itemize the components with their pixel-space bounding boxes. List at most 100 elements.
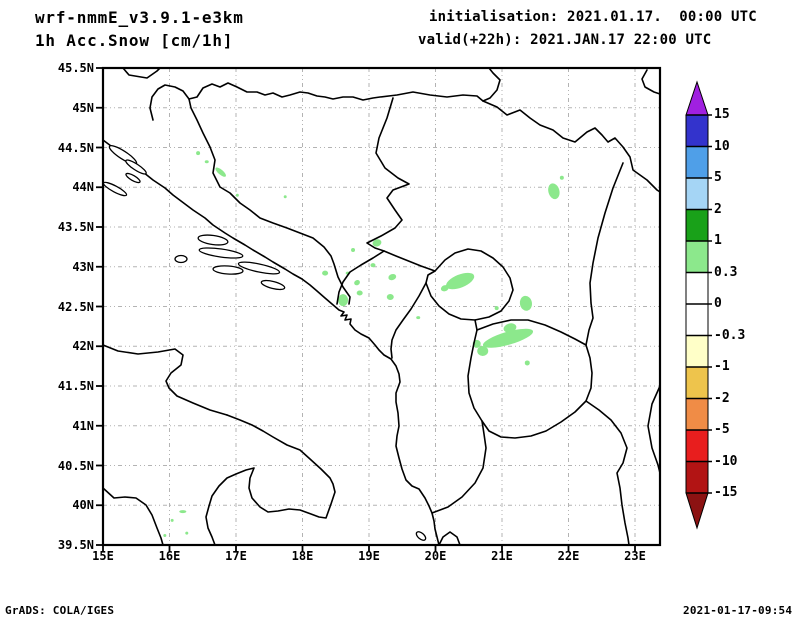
snow-patch bbox=[354, 280, 360, 286]
snow-patch bbox=[215, 167, 226, 177]
snow-patch bbox=[477, 346, 489, 357]
field-title: 1h Acc.Snow [cm/1h] bbox=[35, 31, 234, 50]
lat-tick-label: 43N bbox=[72, 259, 94, 274]
init-time-label: initialisation: 2021.01.17. 00:00 UTC bbox=[429, 9, 757, 25]
colorbar-tick-label: 5 bbox=[714, 170, 722, 185]
border-right-edge-squiggle bbox=[647, 385, 661, 474]
axis-ticks bbox=[96, 67, 636, 552]
snow-patch bbox=[445, 272, 475, 290]
snow-patch bbox=[235, 193, 239, 197]
snow-patch bbox=[163, 533, 167, 537]
snow-patch bbox=[559, 175, 564, 180]
border-kosovo bbox=[425, 248, 514, 321]
border-montenegro-albania bbox=[390, 282, 427, 359]
border-macedonia bbox=[467, 319, 593, 439]
colorbar-tick-label: 0 bbox=[714, 296, 722, 311]
colorbar-tick-label: -15 bbox=[714, 485, 738, 500]
colorbar-tick-label: -5 bbox=[714, 422, 730, 437]
lat-tick-label: 43.5N bbox=[57, 220, 94, 234]
lat-tick-label: 44N bbox=[72, 180, 94, 195]
border-top-left bbox=[122, 67, 161, 79]
lat-tick-label: 41.5N bbox=[57, 379, 94, 393]
coastline-italy-tyrrhenian bbox=[102, 487, 164, 546]
lon-tick-label: 21E bbox=[491, 549, 513, 563]
lat-tick-label: 45N bbox=[72, 100, 94, 115]
colorbar-segment bbox=[685, 335, 709, 368]
coastline-adriatic-east bbox=[102, 139, 440, 546]
snow-patch bbox=[494, 306, 499, 311]
island bbox=[415, 531, 427, 541]
colorbar-segment bbox=[685, 398, 709, 431]
island bbox=[125, 172, 141, 184]
snow-patch bbox=[372, 239, 382, 247]
snow-patch bbox=[524, 360, 530, 366]
snow-patch bbox=[322, 270, 329, 276]
snow-patch bbox=[482, 328, 534, 348]
lat-tick-label: 45.5N bbox=[57, 61, 94, 75]
snow-patch bbox=[196, 151, 201, 156]
snow-patch bbox=[388, 273, 397, 281]
island bbox=[174, 254, 188, 264]
colorbar-segment bbox=[685, 146, 709, 179]
island bbox=[102, 181, 128, 197]
coastline-italy-north bbox=[102, 344, 228, 416]
lat-tick-label: 39.5N bbox=[57, 538, 94, 552]
colorbar-tick-label: 2 bbox=[714, 201, 722, 217]
colorbar-tick-label: 10 bbox=[714, 138, 730, 154]
grid-lines bbox=[103, 68, 660, 545]
lon-tick-label: 20E bbox=[424, 549, 447, 563]
lon-tick-label: 17E bbox=[225, 549, 247, 563]
island bbox=[125, 159, 147, 175]
snow-patch bbox=[351, 248, 356, 253]
colorbar-segment bbox=[685, 240, 709, 273]
snow-patch bbox=[356, 290, 363, 296]
lon-tick-label: 22E bbox=[557, 549, 580, 563]
colorbar-segment bbox=[685, 177, 709, 210]
map-frame bbox=[101, 66, 662, 547]
model-title: wrf-nmmE_v3.9.1-e3km bbox=[35, 8, 244, 27]
colorbar-segment bbox=[685, 429, 709, 462]
creation-timestamp: 2021-01-17-09:54 bbox=[683, 604, 793, 617]
grads-credit: GrADS: COLA/IGES bbox=[5, 604, 115, 617]
colorbar-tick-label: -2 bbox=[714, 390, 730, 406]
lat-tick-label: 40N bbox=[72, 498, 94, 513]
snow-patch bbox=[338, 294, 349, 307]
snow-patch bbox=[503, 323, 517, 333]
colorbar-segment bbox=[685, 461, 709, 494]
snow-accumulation-patches bbox=[163, 151, 564, 537]
snow-patch bbox=[548, 183, 560, 200]
snow-patch bbox=[416, 316, 421, 320]
colorbar-segment bbox=[685, 366, 709, 399]
snow-patch bbox=[204, 160, 209, 164]
colorbar-segment bbox=[685, 303, 709, 336]
border-drina bbox=[366, 97, 410, 252]
colorbar-tick-label: -10 bbox=[714, 453, 738, 469]
colorbar-tick-label: -1 bbox=[714, 359, 730, 374]
snow-patch bbox=[179, 510, 187, 514]
lon-tick-label: 19E bbox=[358, 549, 380, 563]
coastline-italy-heel bbox=[205, 414, 336, 546]
snow-patch bbox=[519, 295, 532, 311]
snow-patch bbox=[370, 263, 376, 268]
colorbar-arrow-bottom bbox=[685, 492, 709, 530]
colorbar-arrow-top bbox=[685, 80, 709, 116]
snow-patch bbox=[440, 285, 449, 292]
lat-tick-label: 44.5N bbox=[57, 140, 94, 155]
snow-patch bbox=[386, 293, 394, 300]
border-serbia-romania bbox=[482, 67, 501, 102]
border-montenegro-serbia bbox=[383, 250, 436, 272]
lon-tick-label: 15E bbox=[92, 549, 114, 563]
colorbar-tick-label: 15 bbox=[714, 107, 730, 122]
island bbox=[197, 234, 229, 246]
snow-patch bbox=[170, 518, 174, 522]
adriatic-islands bbox=[102, 145, 427, 541]
lon-tick-label: 18E bbox=[291, 549, 314, 563]
island bbox=[260, 279, 286, 291]
lat-tick-label: 40.5N bbox=[57, 458, 94, 473]
colorbar-tick-label: 0.3 bbox=[714, 264, 738, 280]
island bbox=[212, 265, 244, 275]
colorbar-segment bbox=[685, 209, 709, 242]
coast-greece-peninsula bbox=[438, 531, 461, 546]
